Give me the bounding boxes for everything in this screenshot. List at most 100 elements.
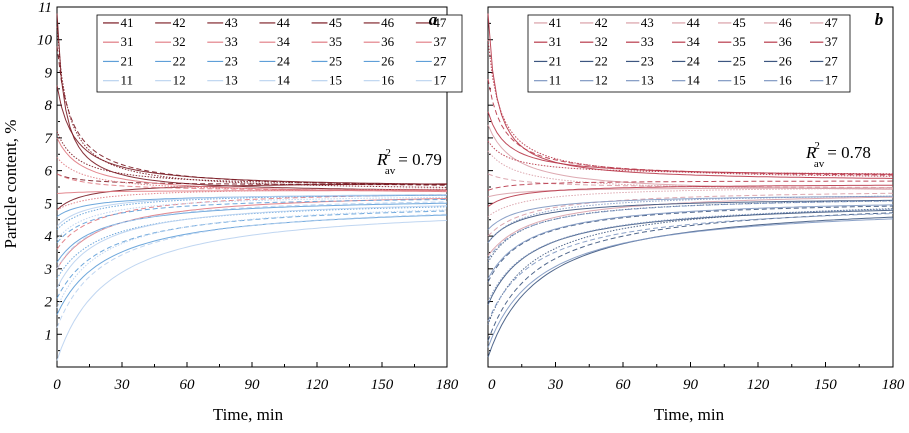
legend-label: 17 [825,73,839,88]
legend-label: 34 [277,34,291,49]
y-tick-label: 6 [45,164,53,180]
x-tick-label: 60 [180,377,196,393]
series-line [56,213,448,328]
legend-label: 14 [277,73,291,88]
legend-label: 21 [549,53,562,68]
panel-letter: a [429,10,438,29]
legend-label: 12 [595,73,608,88]
series-line [487,199,894,243]
series-line [487,200,893,260]
legend-label: 24 [277,53,291,68]
legend-label: 26 [779,53,793,68]
y-tick-label: 10 [37,33,53,49]
x-tick-label: 90 [245,377,261,393]
r-squared-annotation: R2 av= 0.79 [376,147,442,177]
legend-label: 37 [433,34,447,49]
series-line [487,205,894,283]
y-tick-label: 11 [38,0,52,16]
series-line [56,210,448,299]
legend-label: 22 [173,53,186,68]
legend-label: 24 [687,53,701,68]
legend-label: 33 [225,34,238,49]
legend-label: 44 [277,15,291,30]
series-line [487,213,894,322]
legend-label: 31 [549,34,562,49]
series-line [487,212,894,341]
series-line [56,199,447,243]
legend-label: 32 [173,34,186,49]
legend-label: 14 [687,73,701,88]
x-tick-label: 180 [436,377,459,393]
x-axis-label-b: Time, min [654,405,725,424]
panel-b: 0 30 60 90 120 150 180 41 42 43 44 45 46 47 31 32 33 34 35… [487,6,905,393]
legend-label: 23 [641,53,654,68]
legend-label: 45 [329,15,342,30]
y-axis-label: Particle content, % [1,120,20,249]
legend-label: 42 [173,15,186,30]
series-line [56,183,447,211]
legend-label: 32 [595,34,608,49]
y-tick-label: 9 [45,65,53,81]
legend-label: 34 [687,34,701,49]
y-tick-label: 4 [45,229,53,245]
x-tick-label: 0 [53,377,61,393]
series-line [487,208,894,325]
legend-label: 25 [329,53,342,68]
legend-label: 47 [433,15,447,30]
legend-label: 15 [329,73,342,88]
legend-label: 26 [381,53,395,68]
series-line [56,173,447,186]
x-tick-label: 180 [882,377,905,393]
legend-label: 22 [595,53,608,68]
legend-label: 27 [825,53,839,68]
legend-label: 45 [733,15,746,30]
legend-label: 15 [733,73,746,88]
r-superscript: 2 [814,140,820,152]
x-axis-label-a: Time, min [213,405,284,424]
r-superscript: 2 [385,147,391,159]
y-tick-label: 5 [45,196,53,212]
legend-label: 25 [733,53,746,68]
series-line [56,206,448,279]
legend-label: 11 [120,73,133,88]
series-line [487,111,893,175]
series-line [56,205,448,289]
legend-label: 41 [549,15,562,30]
legend-label: 36 [779,34,793,49]
series-line [56,194,447,227]
legend-label: 42 [595,15,608,30]
series-line [487,180,894,191]
panel-letter: b [875,10,884,29]
r-symbol: R [805,143,817,162]
legend-label: 11 [549,73,562,88]
x-tick-label: 0 [488,377,496,393]
series-line [56,173,447,191]
legend-label: 36 [381,34,395,49]
series-line [56,194,447,230]
legend-label: 43 [641,15,654,30]
x-tick-label: 150 [371,377,394,393]
legend-label: 46 [779,15,793,30]
legend-label: 27 [433,53,447,68]
legend-label: 37 [825,34,839,49]
r-value: = 0.79 [398,150,442,169]
y-tick-label: 3 [44,262,53,278]
series-line [487,204,894,279]
series-line [56,26,447,188]
r-subscript: av [385,165,396,177]
y-tick-label: 8 [45,98,53,114]
series-line [56,214,448,315]
series-line [487,195,893,230]
legend-label: 17 [433,73,447,88]
series-line [487,218,894,348]
legend-label: 12 [173,73,186,88]
legend-label: 33 [641,34,654,49]
x-tick-label: 60 [616,377,632,393]
legend-box [527,14,851,93]
series-line [487,184,893,208]
legend-box [96,14,463,93]
series-line [56,219,448,361]
